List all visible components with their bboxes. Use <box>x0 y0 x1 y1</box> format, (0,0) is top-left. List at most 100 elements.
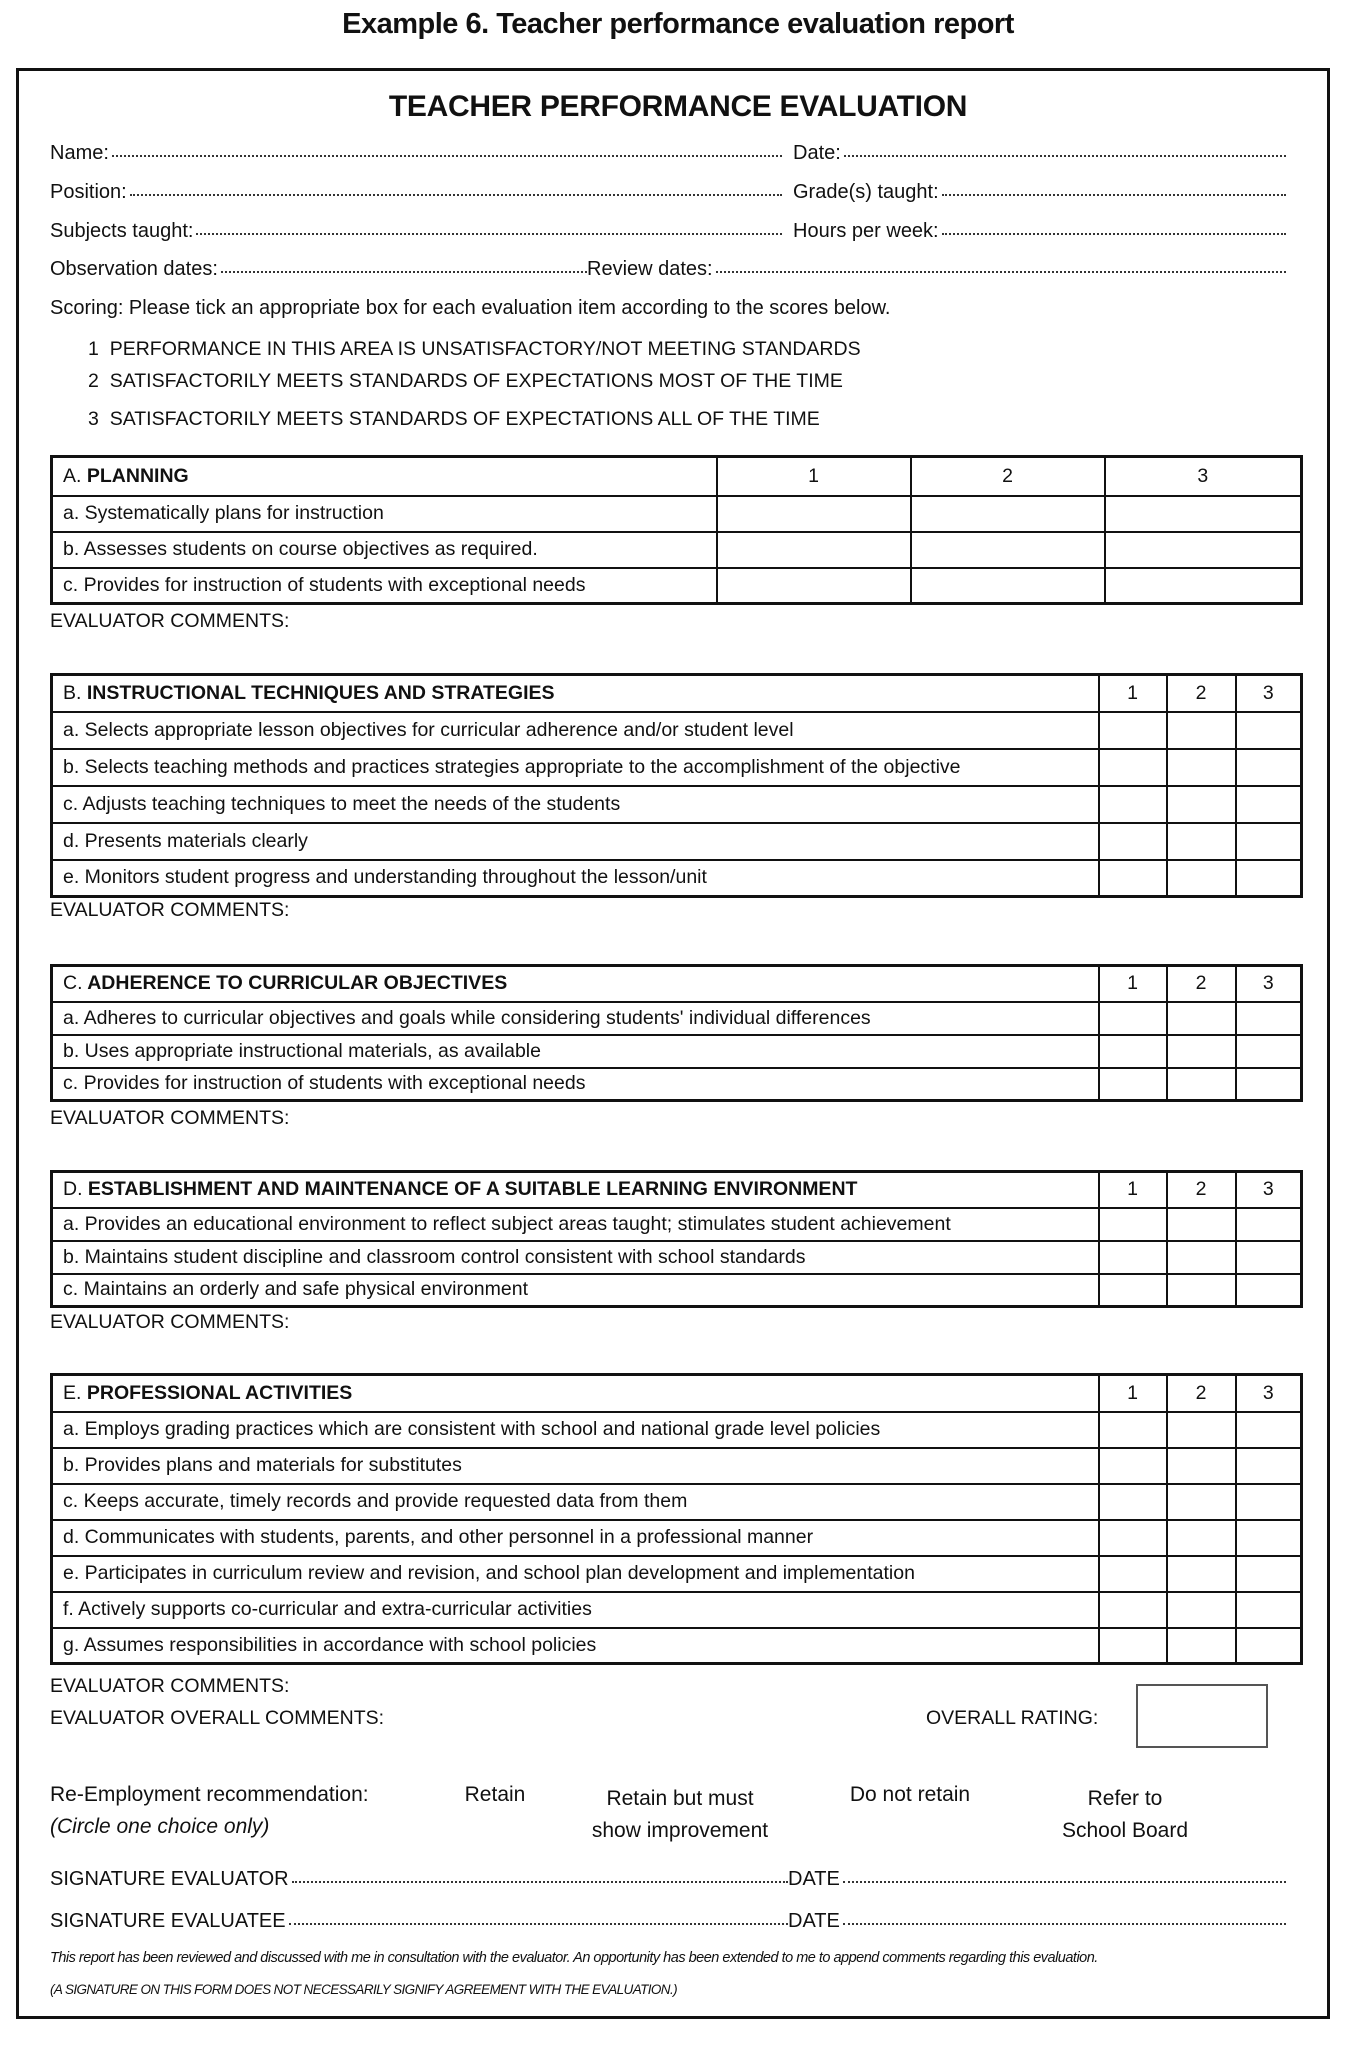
overall-rating-box[interactable] <box>1136 1684 1268 1748</box>
score-box-3[interactable] <box>1234 1206 1303 1242</box>
option-line: Retain but must <box>606 1787 754 1810</box>
score-box-2[interactable] <box>1165 710 1237 750</box>
grades-field[interactable] <box>941 194 1286 196</box>
review-field[interactable] <box>715 271 1286 273</box>
name-field[interactable] <box>111 155 782 157</box>
evaluation-item-text: e. Monitors student progress and underst… <box>50 858 1100 898</box>
option-refer-board[interactable]: Refer to School Board <box>1030 1783 1220 1847</box>
signature-evaluator-date-field[interactable] <box>842 1881 1286 1883</box>
score-box-1[interactable] <box>1097 1410 1168 1449</box>
score-box-1[interactable] <box>1097 1446 1168 1485</box>
signature-evaluatee-field[interactable] <box>288 1923 788 1925</box>
score-box-3[interactable] <box>1234 1482 1303 1521</box>
hours-field[interactable] <box>941 233 1286 235</box>
score-box-3[interactable] <box>1234 1033 1303 1069</box>
section-letter: E. <box>63 1381 82 1404</box>
score-box-1[interactable] <box>1097 1000 1168 1036</box>
evaluation-item-row: a. Selects appropriate lesson objectives… <box>50 710 1303 750</box>
score-box-1[interactable] <box>715 494 912 533</box>
score-box-3[interactable] <box>1103 494 1303 533</box>
evaluator-comments-label: EVALUATOR COMMENTS: <box>50 899 290 921</box>
score-box-3[interactable] <box>1234 747 1303 787</box>
score-header-1: 1 <box>1097 1373 1168 1413</box>
score-box-2[interactable] <box>1165 784 1237 824</box>
scoring-level-3: 3 SATISFACTORILY MEETS STANDARDS OF EXPE… <box>88 408 820 431</box>
score-box-2[interactable] <box>1165 1206 1237 1242</box>
position-field[interactable] <box>129 194 782 196</box>
score-box-2[interactable] <box>1165 1000 1237 1036</box>
score-box-2[interactable] <box>1165 1554 1237 1593</box>
score-box-1[interactable] <box>715 566 912 605</box>
score-box-2[interactable] <box>1165 1410 1237 1449</box>
score-box-3[interactable] <box>1234 1066 1303 1102</box>
evaluator-comments-label: EVALUATOR COMMENTS: <box>50 610 290 632</box>
score-box-3[interactable] <box>1234 1446 1303 1485</box>
score-box-3[interactable] <box>1234 710 1303 750</box>
footnote: This report has been reviewed and discus… <box>50 1950 1098 1966</box>
score-box-2[interactable] <box>909 494 1106 533</box>
signature-evaluatee-date-field[interactable] <box>842 1923 1286 1925</box>
evaluation-item-text: c. Maintains an orderly and safe physica… <box>50 1272 1100 1308</box>
observation-field[interactable] <box>220 271 587 273</box>
score-box-1[interactable] <box>1097 1272 1168 1308</box>
score-box-2[interactable] <box>909 530 1106 569</box>
score-box-3[interactable] <box>1234 1410 1303 1449</box>
score-box-3[interactable] <box>1234 784 1303 824</box>
score-box-2[interactable] <box>1165 1033 1237 1069</box>
evaluation-item-row: e. Monitors student progress and underst… <box>50 858 1303 898</box>
score-box-2[interactable] <box>909 566 1106 605</box>
score-box-1[interactable] <box>715 530 912 569</box>
score-box-2[interactable] <box>1165 1446 1237 1485</box>
subjects-row: Subjects taught: <box>50 220 785 243</box>
score-box-2[interactable] <box>1165 1626 1237 1665</box>
score-box-1[interactable] <box>1097 1554 1168 1593</box>
score-box-3[interactable] <box>1103 530 1303 569</box>
score-box-1[interactable] <box>1097 1239 1168 1275</box>
score-box-2[interactable] <box>1165 821 1237 861</box>
evaluation-item-text: a. Provides an educational environment t… <box>50 1206 1100 1242</box>
score-box-3[interactable] <box>1234 1626 1303 1665</box>
score-box-3[interactable] <box>1234 1272 1303 1308</box>
signature-evaluator-field[interactable] <box>291 1881 788 1883</box>
score-box-3[interactable] <box>1103 566 1303 605</box>
evaluation-item-text: b. Provides plans and materials for subs… <box>50 1446 1100 1485</box>
score-box-1[interactable] <box>1097 1518 1168 1557</box>
score-box-1[interactable] <box>1097 1066 1168 1102</box>
score-box-2[interactable] <box>1165 1518 1237 1557</box>
score-box-3[interactable] <box>1234 1000 1303 1036</box>
option-do-not-retain[interactable]: Do not retain <box>820 1783 1000 1807</box>
score-box-2[interactable] <box>1165 747 1237 787</box>
score-box-2[interactable] <box>1165 1239 1237 1275</box>
score-box-1[interactable] <box>1097 1033 1168 1069</box>
score-box-2[interactable] <box>1165 858 1237 898</box>
score-box-1[interactable] <box>1097 1590 1168 1629</box>
score-box-1[interactable] <box>1097 1206 1168 1242</box>
evaluation-item-text: c. Keeps accurate, timely records and pr… <box>50 1482 1100 1521</box>
option-retain[interactable]: Retain <box>430 1783 560 1807</box>
score-box-1[interactable] <box>1097 821 1168 861</box>
option-line: Retain <box>464 1783 526 1806</box>
score-box-1[interactable] <box>1097 1482 1168 1521</box>
evaluation-item-text: b. Assesses students on course objective… <box>50 530 718 569</box>
evaluator-comments-label: EVALUATOR COMMENTS: <box>50 1107 290 1129</box>
section-header-row: D. ESTABLISHMENT AND MAINTENANCE OF A SU… <box>50 1170 1303 1209</box>
option-retain-improve[interactable]: Retain but must show improvement <box>570 1783 790 1847</box>
score-box-1[interactable] <box>1097 747 1168 787</box>
score-box-2[interactable] <box>1165 1066 1237 1102</box>
score-box-1[interactable] <box>1097 1626 1168 1665</box>
date-field[interactable] <box>843 155 1286 157</box>
score-box-3[interactable] <box>1234 1518 1303 1557</box>
score-box-1[interactable] <box>1097 784 1168 824</box>
score-box-3[interactable] <box>1234 821 1303 861</box>
evaluation-item-row: b. Uses appropriate instructional materi… <box>50 1033 1303 1069</box>
score-box-3[interactable] <box>1234 1239 1303 1275</box>
score-box-1[interactable] <box>1097 710 1168 750</box>
score-box-3[interactable] <box>1234 1554 1303 1593</box>
score-box-3[interactable] <box>1234 1590 1303 1629</box>
subjects-field[interactable] <box>196 233 782 235</box>
score-box-1[interactable] <box>1097 858 1168 898</box>
score-box-2[interactable] <box>1165 1272 1237 1308</box>
score-box-3[interactable] <box>1234 858 1303 898</box>
score-box-2[interactable] <box>1165 1482 1237 1521</box>
score-box-2[interactable] <box>1165 1590 1237 1629</box>
